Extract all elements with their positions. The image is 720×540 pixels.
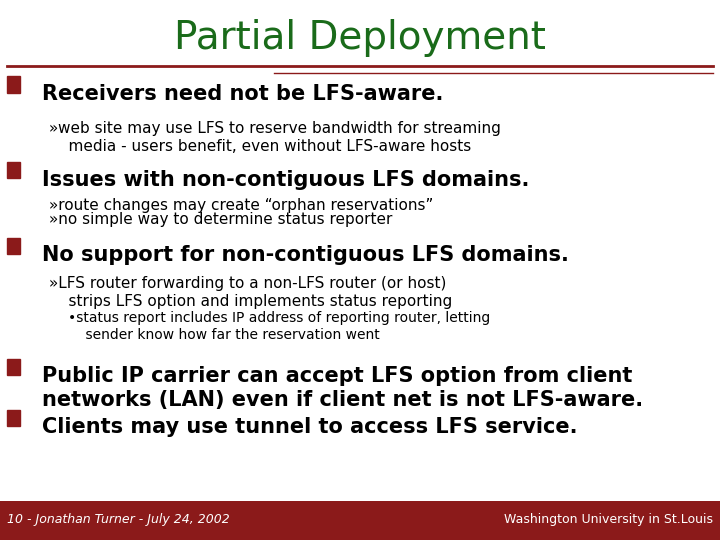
Text: Washington University in St.Louis: Washington University in St.Louis (504, 513, 713, 526)
FancyBboxPatch shape (7, 409, 20, 426)
Text: »route changes may create “orphan reservations”: »route changes may create “orphan reserv… (49, 198, 433, 213)
FancyBboxPatch shape (7, 76, 20, 93)
Text: No support for non-contiguous LFS domains.: No support for non-contiguous LFS domain… (42, 245, 569, 265)
Text: 10 - Jonathan Turner - July 24, 2002: 10 - Jonathan Turner - July 24, 2002 (7, 513, 230, 526)
Text: Partial Deployment: Partial Deployment (174, 19, 546, 57)
Text: Receivers need not be LFS-aware.: Receivers need not be LFS-aware. (42, 84, 443, 104)
FancyBboxPatch shape (7, 162, 20, 178)
Text: »no simple way to determine status reporter: »no simple way to determine status repor… (49, 212, 392, 227)
FancyBboxPatch shape (7, 359, 20, 375)
FancyBboxPatch shape (7, 238, 20, 254)
Text: Clients may use tunnel to access LFS service.: Clients may use tunnel to access LFS ser… (42, 417, 577, 437)
FancyBboxPatch shape (0, 501, 720, 540)
Text: Issues with non-contiguous LFS domains.: Issues with non-contiguous LFS domains. (42, 170, 529, 190)
Text: •status report includes IP address of reporting router, letting
    sender know : •status report includes IP address of re… (68, 311, 490, 342)
Text: »web site may use LFS to reserve bandwidth for streaming
    media - users benef: »web site may use LFS to reserve bandwid… (49, 121, 501, 154)
Text: Public IP carrier can accept LFS option from client
networks (LAN) even if clien: Public IP carrier can accept LFS option … (42, 366, 643, 410)
Text: »LFS router forwarding to a non-LFS router (or host)
    strips LFS option and i: »LFS router forwarding to a non-LFS rout… (49, 276, 452, 309)
